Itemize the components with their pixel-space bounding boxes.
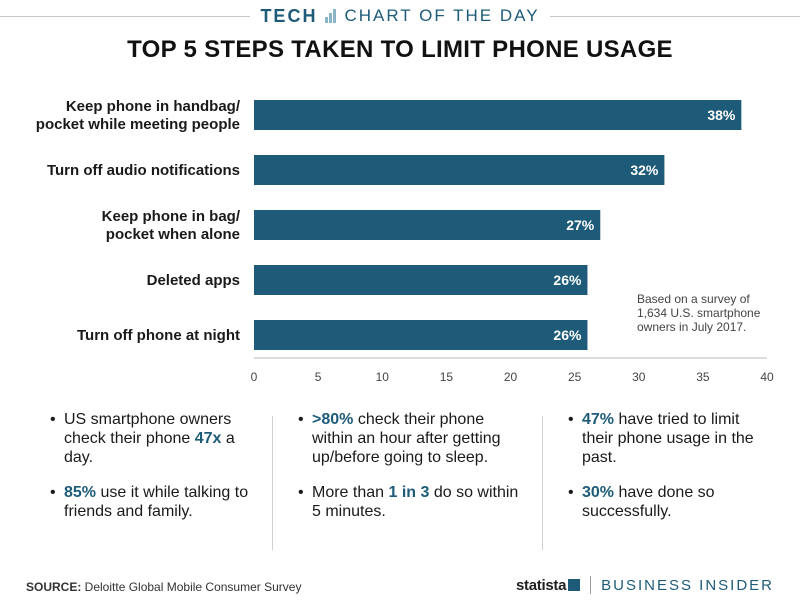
survey-note-line: 1,634 U.S. smartphone	[637, 306, 761, 320]
fact-item: 85% use it while talking to friends and …	[50, 483, 260, 521]
category-label: Turn off audio notifications	[47, 162, 240, 179]
bar	[254, 155, 665, 185]
category-label: pocket when alone	[106, 226, 240, 243]
fact-text: More than	[312, 484, 389, 501]
header-rule-left	[0, 16, 250, 17]
bar	[254, 265, 588, 295]
business-insider-logo: BUSINESS INSIDER	[601, 576, 774, 594]
fact-item: US smartphone owners check their phone 4…	[50, 410, 260, 467]
header-rule-right	[550, 16, 800, 17]
column-divider	[542, 416, 543, 550]
bar-value-label: 26%	[553, 272, 582, 288]
bar-chart-icon	[325, 9, 337, 23]
x-tick-label: 25	[568, 370, 582, 384]
x-tick-label: 30	[632, 370, 646, 384]
x-tick-label: 15	[440, 370, 454, 384]
category-label: pocket while meeting people	[36, 116, 240, 133]
x-tick-label: 10	[376, 370, 390, 384]
survey-note: Based on a survey of 1,634 U.S. smartpho…	[637, 292, 787, 334]
bar-value-label: 38%	[707, 107, 736, 123]
category-label: Turn off phone at night	[77, 327, 240, 344]
bar-value-label: 26%	[553, 327, 582, 343]
fact-text: have done so successfully.	[582, 484, 715, 520]
brand-tech: TECH	[260, 5, 318, 26]
category-label: Keep phone in handbag/	[66, 98, 241, 115]
statista-logo: statista	[516, 576, 581, 594]
bar-value-label: 27%	[566, 217, 595, 233]
statista-wordmark: statista	[516, 576, 567, 594]
fact-highlight: 47%	[582, 411, 615, 428]
facts-section: US smartphone owners check their phone 4…	[0, 410, 800, 550]
facts-column: US smartphone owners check their phone 4…	[50, 410, 260, 550]
x-tick-label: 0	[251, 370, 258, 384]
fact-text: a day.	[64, 430, 235, 466]
brand-subtitle: CHART OF THE DAY	[344, 6, 540, 25]
statista-mark-icon	[568, 578, 581, 591]
bar	[254, 320, 588, 350]
fact-text: US smartphone owners check their phone	[64, 411, 232, 447]
column-divider	[272, 416, 273, 550]
x-tick-label: 40	[760, 370, 774, 384]
fact-item: More than 1 in 3 do so within 5 minutes.	[298, 483, 528, 521]
bar	[254, 100, 742, 130]
bar-value-label: 32%	[630, 162, 659, 178]
source-credit: SOURCE: Deloitte Global Mobile Consumer …	[26, 580, 301, 594]
logo-divider	[590, 576, 592, 594]
fact-highlight: 30%	[582, 484, 615, 501]
survey-note-line: Based on a survey of	[637, 292, 750, 306]
fact-item: 47% have tried to limit their phone usag…	[568, 410, 768, 467]
x-tick-label: 5	[315, 370, 322, 384]
fact-highlight: 47x	[194, 430, 222, 447]
logos: statista BUSINESS INSIDER	[516, 576, 774, 594]
fact-highlight: 85%	[64, 484, 97, 501]
fact-item: >80% check their phone within an hour af…	[298, 410, 528, 467]
fact-text: have tried to limit their phone usage in…	[582, 411, 754, 466]
category-label: Keep phone in bag/	[102, 208, 241, 225]
survey-note-line: owners in July 2017.	[637, 320, 747, 334]
source-label: SOURCE:	[26, 580, 82, 594]
fact-text: do so within 5 minutes.	[312, 484, 519, 520]
fact-highlight: 1 in 3	[388, 484, 430, 501]
chart-title: TOP 5 STEPS TAKEN TO LIMIT PHONE USAGE	[127, 36, 673, 63]
chart-header: TECH CHART OF THE DAY	[0, 4, 800, 28]
fact-item: 30% have done so successfully.	[568, 483, 768, 521]
header-brand: TECH CHART OF THE DAY	[250, 5, 550, 27]
facts-column: 47% have tried to limit their phone usag…	[568, 410, 768, 550]
source-text: Deloitte Global Mobile Consumer Survey	[81, 580, 302, 594]
bar-chart: 38% Keep phone in handbag/pocket while me…	[36, 98, 774, 384]
fact-text: use it while talking to friends and fami…	[64, 484, 249, 520]
category-label: Deleted apps	[147, 272, 240, 289]
facts-column: >80% check their phone within an hour af…	[298, 410, 528, 550]
fact-text: check their phone within an hour after g…	[312, 411, 501, 466]
fact-highlight: >80%	[312, 411, 354, 428]
bar	[254, 210, 601, 240]
x-tick-label: 20	[504, 370, 518, 384]
footer: SOURCE: Deloitte Global Mobile Consumer …	[0, 574, 800, 600]
x-tick-label: 35	[696, 370, 710, 384]
